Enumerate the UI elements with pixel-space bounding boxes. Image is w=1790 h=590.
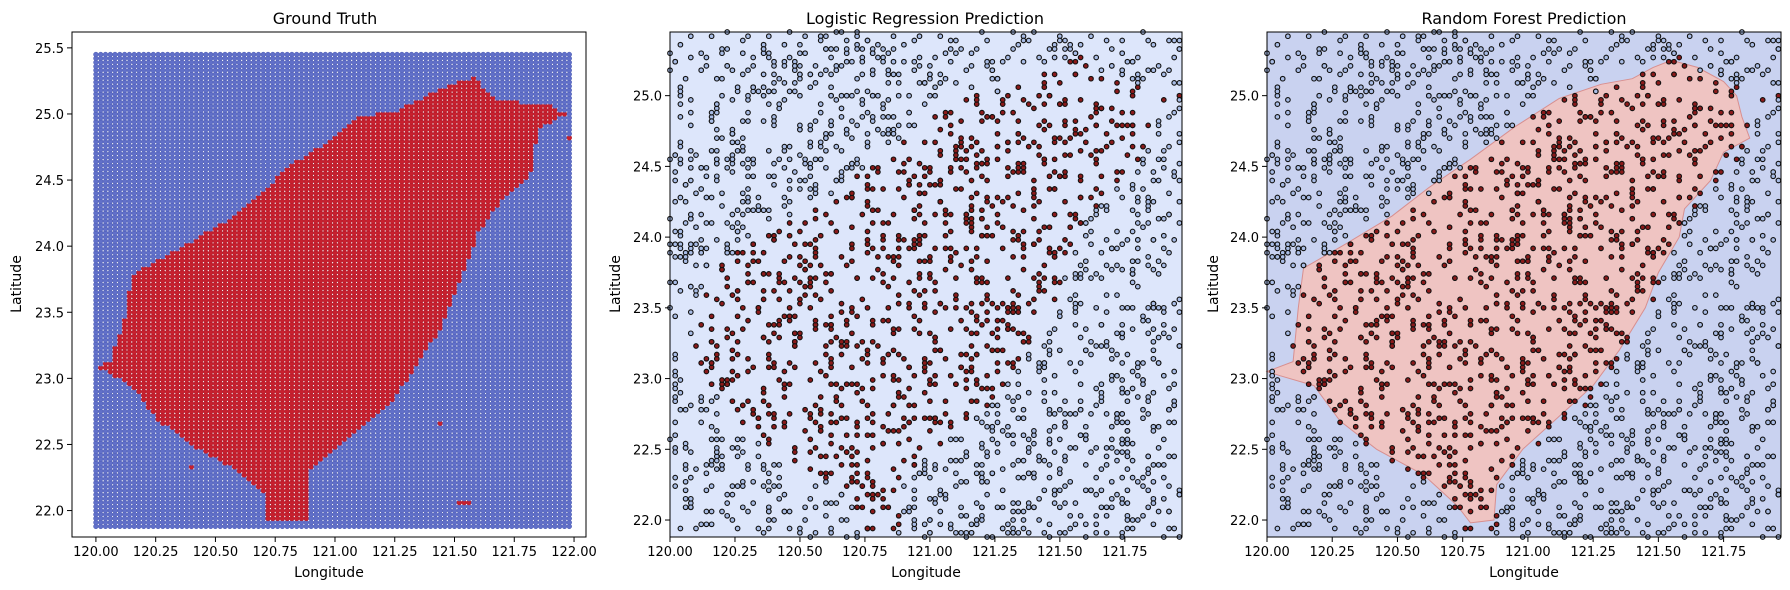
sea-point: [231, 51, 238, 58]
sea-point: [117, 51, 123, 58]
sea-point: [193, 51, 199, 58]
sea-point: [246, 51, 252, 58]
sea-point: [198, 51, 204, 58]
sea-point: [241, 51, 247, 58]
sea-point: [93, 51, 99, 58]
sea-point: [188, 51, 195, 58]
sea-point: [236, 51, 242, 58]
sea-point: [169, 51, 176, 58]
sea-point: [131, 51, 137, 58]
sea-point: [255, 51, 262, 58]
sea-point: [284, 51, 290, 58]
sea-point: [174, 51, 180, 58]
sea-point: [222, 51, 228, 58]
sea-point: [217, 51, 223, 58]
sea-point: [274, 51, 281, 58]
sea-point: [270, 51, 276, 58]
sea-point: [279, 51, 286, 58]
sea-point: [98, 51, 104, 58]
sea-point: [208, 51, 214, 58]
sea-point: [126, 51, 133, 58]
sea-point: [251, 51, 257, 58]
sea-point: [102, 51, 109, 58]
sea-point: [265, 51, 271, 58]
sea-point: [212, 51, 219, 58]
sea-point: [136, 51, 142, 58]
panel-ground-truth: Ground Truth 120.00 120.25 120.50 120.75 121…: [9, 9, 597, 581]
sea-point: [145, 51, 152, 58]
sea-point: [164, 51, 171, 58]
sea-point: [141, 51, 147, 58]
sea-point: [155, 51, 161, 58]
sea-point: [160, 51, 166, 58]
sea-point: [121, 51, 128, 58]
ground-truth-points: [93, 51, 572, 530]
sea-point: [112, 51, 118, 58]
sea-point: [227, 51, 233, 58]
sea-point: [179, 51, 185, 58]
sea-point: [107, 51, 113, 58]
sea-point: [184, 51, 190, 58]
sea-point: [203, 51, 209, 58]
sea-point: [260, 51, 266, 58]
sea-point: [150, 51, 156, 58]
ground-truth-title: Ground Truth: [273, 9, 378, 28]
